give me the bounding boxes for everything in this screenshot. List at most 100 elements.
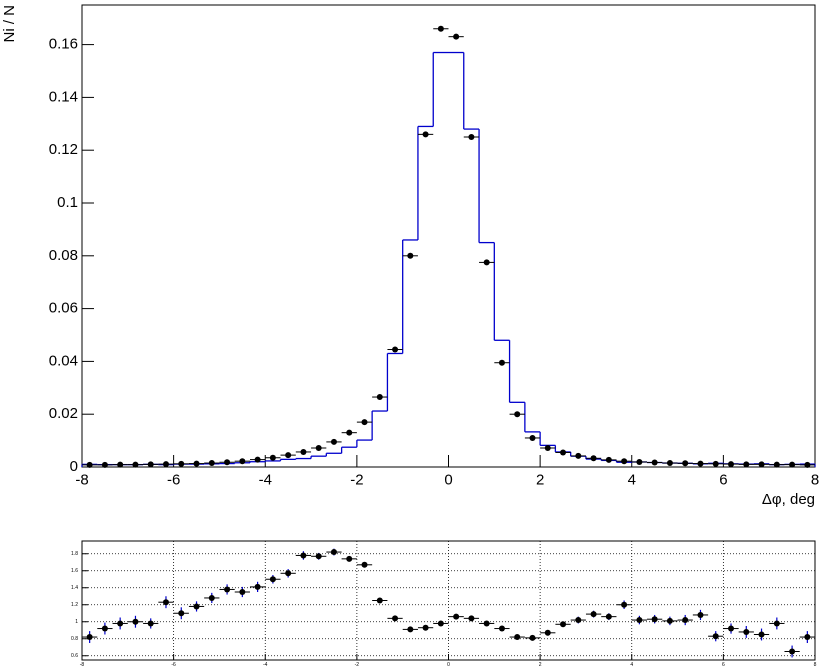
data-point — [529, 434, 536, 441]
data-point — [758, 461, 765, 468]
data-point — [300, 552, 307, 559]
data-point — [590, 611, 597, 618]
y-tick-label: 1.2 — [71, 602, 78, 608]
data-point — [682, 617, 689, 624]
data-point — [422, 131, 429, 138]
data-point — [285, 570, 292, 577]
x-tick-label: -2 — [350, 471, 363, 488]
data-point — [407, 626, 414, 633]
y-tick-label: 0.08 — [49, 247, 78, 264]
x-tick-label: 4 — [628, 471, 636, 488]
data-point — [712, 633, 719, 640]
data-point — [697, 460, 704, 467]
data-point — [346, 429, 353, 436]
data-point — [254, 583, 261, 590]
x-tick-label: 0 — [447, 662, 450, 666]
data-point — [560, 449, 567, 456]
data-point — [789, 461, 796, 468]
data-point — [193, 460, 200, 467]
y-tick-label: 0.12 — [49, 141, 78, 158]
data-point — [514, 411, 521, 418]
y-tick-label: 0.02 — [49, 405, 78, 422]
data-point — [666, 460, 673, 467]
data-point — [468, 615, 475, 622]
data-point — [269, 576, 276, 583]
data-point — [636, 617, 643, 624]
data-point — [407, 252, 414, 259]
x-tick-label: 8 — [814, 662, 817, 666]
data-point — [728, 625, 735, 632]
y-tick-label: 1.4 — [71, 585, 78, 591]
x-tick-label: -6 — [171, 662, 176, 666]
data-point — [437, 620, 444, 627]
x-tick-label: -2 — [355, 662, 360, 666]
x-tick-label: 8 — [811, 471, 819, 488]
data-point — [147, 620, 154, 627]
y-tick-label: 1 — [75, 619, 78, 625]
data-point — [575, 452, 582, 459]
x-tick-label: -8 — [75, 471, 88, 488]
data-point — [315, 444, 322, 451]
x-tick-label: 2 — [536, 471, 544, 488]
data-point — [330, 438, 337, 445]
data-point — [483, 620, 490, 627]
data-point — [269, 454, 276, 461]
data-point — [804, 634, 811, 641]
data-point — [147, 461, 154, 468]
data-point — [560, 621, 567, 628]
x-tick-label: 6 — [722, 662, 725, 666]
data-point — [468, 134, 475, 140]
data-point — [208, 460, 215, 467]
y-tick-label: 0.6 — [71, 653, 78, 659]
data-point — [483, 259, 490, 266]
data-point — [422, 624, 429, 631]
data-point — [498, 625, 505, 632]
y-tick-label: 1.8 — [71, 551, 78, 557]
y-tick-label: 0.16 — [49, 36, 78, 53]
x-tick-label: 0 — [444, 471, 452, 488]
data-point — [224, 459, 231, 466]
data-point — [346, 555, 353, 562]
data-point — [117, 461, 124, 468]
data-point — [437, 25, 444, 32]
data-point — [605, 456, 612, 463]
data-point — [621, 458, 628, 465]
x-tick-label: -4 — [259, 471, 272, 488]
data-point — [773, 461, 780, 468]
data-point — [773, 620, 780, 627]
plot-frame — [81, 540, 816, 661]
data-point — [376, 394, 383, 401]
x-tick-label: 6 — [719, 471, 727, 488]
data-point — [208, 594, 215, 601]
data-point — [804, 461, 811, 468]
plot-frame — [81, 4, 816, 468]
data-point — [132, 461, 139, 468]
y-tick-label: 0.14 — [49, 88, 78, 105]
data-point — [315, 553, 322, 560]
data-point — [544, 629, 551, 636]
data-point — [162, 461, 169, 468]
data-point — [178, 460, 185, 467]
data-point — [376, 597, 383, 604]
data-point — [392, 615, 399, 622]
data-point — [666, 617, 673, 624]
y-tick-label: 0.8 — [71, 636, 78, 642]
data-point — [101, 461, 108, 468]
data-point — [651, 459, 658, 466]
data-point — [697, 611, 704, 618]
data-point — [498, 359, 505, 366]
data-point — [544, 444, 551, 451]
data-point — [193, 603, 200, 610]
data-point — [101, 625, 108, 632]
data-point — [651, 616, 658, 623]
data-point — [117, 620, 124, 627]
data-point — [453, 613, 460, 620]
data-point — [728, 461, 735, 468]
x-tick-label: -4 — [263, 662, 268, 666]
data-point — [330, 549, 337, 556]
data-point — [743, 461, 750, 468]
data-point — [132, 618, 139, 625]
data-point — [224, 586, 231, 593]
data-point — [636, 458, 643, 465]
data-point — [621, 601, 628, 608]
